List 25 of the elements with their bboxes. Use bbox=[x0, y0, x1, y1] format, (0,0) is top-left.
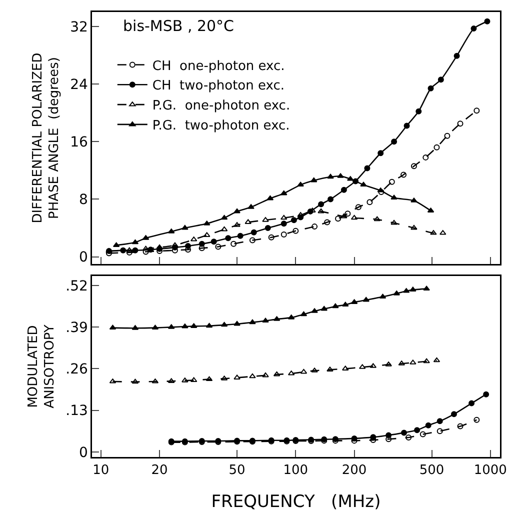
legend-label: CH one-photon exc. bbox=[152, 58, 285, 74]
y-axis-title: MODULATED ANISOTROPY bbox=[26, 324, 58, 408]
legend-label: P.G. two-photon exc. bbox=[152, 118, 290, 134]
legend-label: P.G. one-photon exc. bbox=[152, 98, 290, 114]
y-tick-label: 16 bbox=[70, 134, 88, 150]
x-tick-label: 50 bbox=[228, 462, 246, 478]
x-tick-label: 1000 bbox=[474, 462, 507, 478]
y-tick-label: 8 bbox=[78, 192, 88, 208]
x-axis-title: FREQUENCY (MHz) bbox=[211, 492, 381, 512]
x-tick-label: 20 bbox=[151, 462, 168, 478]
y-tick-label: .39 bbox=[66, 320, 88, 336]
chart-title: bis-MSB , 20°C bbox=[123, 17, 234, 35]
y-tick-label: .26 bbox=[66, 362, 88, 378]
legend-label: CH two-photon exc. bbox=[152, 78, 285, 94]
y-tick-label: 32 bbox=[70, 19, 88, 36]
y-tick-label: 0 bbox=[78, 444, 88, 461]
y-axis-title: DIFFERENTIAL POLARIZED PHASE ANGLE (degrees) bbox=[30, 52, 62, 224]
x-tick-label: 200 bbox=[342, 462, 367, 478]
y-tick-label: .52 bbox=[66, 278, 88, 294]
x-tick-label: 10 bbox=[92, 462, 110, 478]
y-tick-label: .13 bbox=[66, 403, 88, 420]
y-tick-label: 0 bbox=[78, 250, 88, 266]
y-tick-label: 24 bbox=[70, 76, 88, 93]
x-tick-label: 500 bbox=[419, 462, 444, 478]
x-tick-label: 100 bbox=[283, 462, 308, 478]
